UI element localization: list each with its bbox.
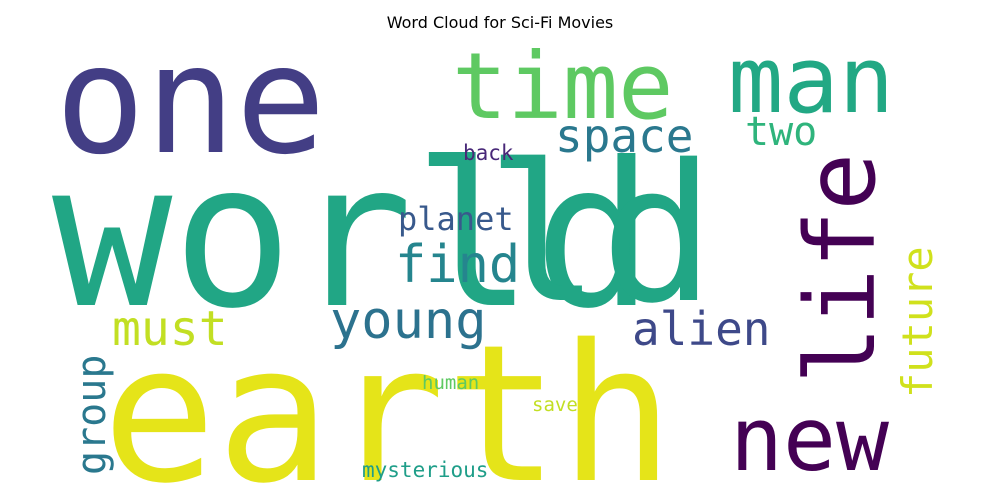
word-two: two (745, 109, 817, 155)
word-save: save (532, 394, 578, 416)
word-new: new (730, 388, 889, 491)
word-future: future (893, 246, 942, 398)
word-man: man (728, 27, 894, 134)
word-space: space (555, 109, 693, 163)
word-time: time (452, 33, 674, 140)
word-world: world (52, 120, 654, 353)
word-must: must (112, 301, 228, 357)
word-planet: planet (398, 200, 514, 238)
chart-title: Word Cloud for Sci-Fi Movies (386, 13, 614, 32)
word-alien: alien (632, 302, 770, 356)
word-life: life (785, 153, 897, 384)
word-back: back (463, 141, 514, 165)
word-mysterious: mysterious (362, 458, 488, 482)
word-group: group (69, 355, 115, 475)
word-ld: ld (486, 124, 715, 345)
word-young: young (330, 291, 487, 351)
word-one: one (55, 14, 326, 188)
word-human: human (422, 372, 479, 394)
word-find: find (395, 235, 520, 295)
word-earth: earth (102, 304, 674, 500)
